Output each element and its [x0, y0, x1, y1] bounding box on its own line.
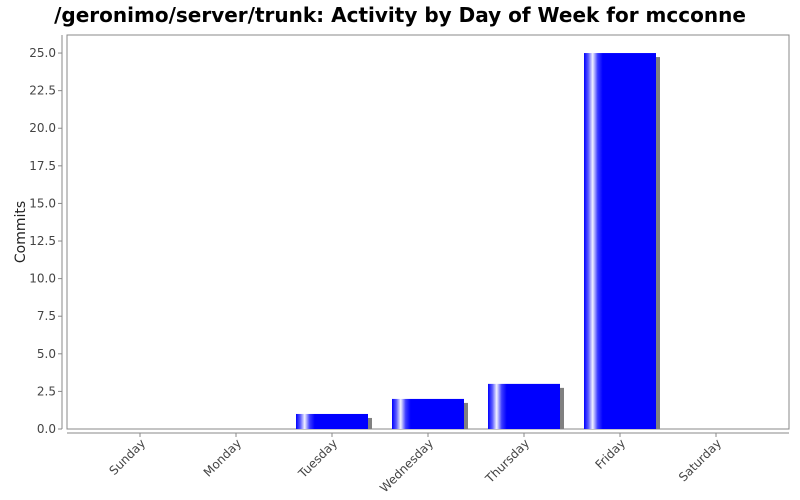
chart-title: /geronimo/server/trunk: Activity by Day … [54, 3, 746, 27]
y-tick-label: 0.0 [37, 422, 56, 436]
bar-thursday [488, 383, 560, 429]
y-axis: 0.0 2.5 5.0 7.5 10.0 12.5 15.0 17.5 20.0 22.5 25.0 [29, 35, 63, 436]
bar-tuesday [296, 413, 368, 429]
y-tick-label: 2.5 [37, 384, 56, 398]
y-tick-label: 22.5 [29, 84, 56, 98]
y-tick-label: 20.0 [29, 121, 56, 135]
x-tick-label-thursday: Thursday [482, 436, 532, 486]
y-tick-label: 7.5 [37, 309, 56, 323]
x-tick-label-sunday: Sunday [106, 436, 148, 478]
x-axis: Sunday Monday Tuesday Wednesday Thursday Frid… [67, 432, 789, 495]
y-tick-label: 15.0 [29, 196, 56, 210]
x-tick-label-saturday: Saturday [676, 436, 724, 484]
bars [296, 53, 656, 429]
x-tick-label-tuesday: Tuesday [295, 436, 340, 481]
x-tick-label-friday: Friday [593, 436, 629, 472]
x-tick-label-wednesday: Wednesday [377, 436, 436, 495]
bar-wednesday [392, 398, 464, 429]
bar-friday [584, 53, 656, 429]
y-tick-label: 12.5 [29, 234, 56, 248]
x-tick-label-monday: Monday [201, 436, 244, 479]
y-tick-label: 25.0 [29, 46, 56, 60]
y-tick-label: 5.0 [37, 347, 56, 361]
plot-area [66, 34, 790, 430]
y-tick-label: 17.5 [29, 159, 56, 173]
y-axis-title: Commits [13, 201, 29, 263]
y-tick-label: 10.0 [29, 272, 56, 286]
